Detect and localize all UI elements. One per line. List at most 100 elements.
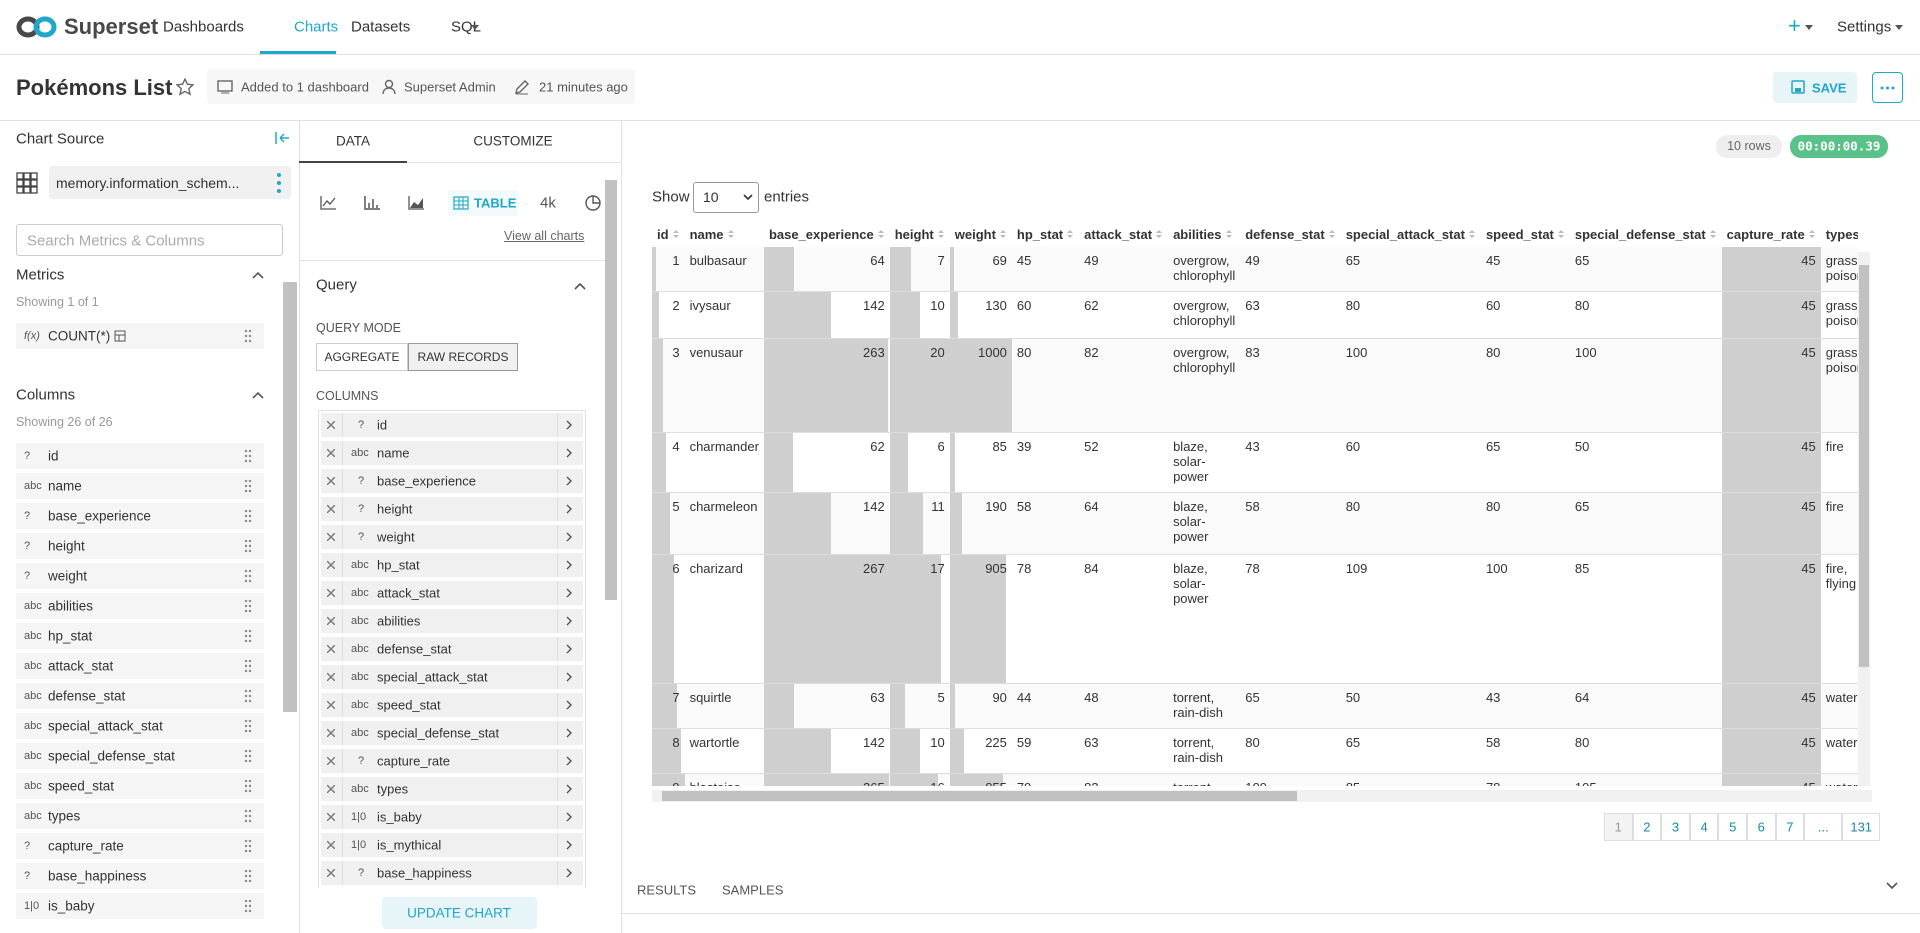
- results-tab[interactable]: RESULTS: [637, 882, 696, 898]
- save-label[interactable]: SAVE: [1812, 80, 1847, 96]
- remove-icon: [327, 673, 335, 681]
- remove-icon: [327, 561, 335, 569]
- query-mode-button[interactable]: [408, 343, 518, 371]
- page-button[interactable]: [1747, 813, 1776, 841]
- column-item[interactable]: [16, 653, 264, 679]
- column-header[interactable]: attack_stat: [1079, 225, 1168, 247]
- update-chart-button[interactable]: [382, 897, 537, 929]
- selected-column[interactable]: [321, 553, 583, 577]
- add-button[interactable]: +: [1788, 13, 1801, 38]
- page-button[interactable]: [1775, 813, 1805, 841]
- column-item[interactable]: [16, 593, 264, 619]
- caret: [1805, 25, 1813, 30]
- search-input[interactable]: [16, 224, 283, 256]
- selected-column[interactable]: [321, 413, 583, 437]
- column-item[interactable]: [16, 683, 264, 709]
- page-button[interactable]: [1661, 813, 1690, 841]
- column-item[interactable]: [16, 563, 264, 589]
- page-label[interactable]: 7: [1786, 819, 1794, 835]
- selected-column[interactable]: [321, 497, 583, 521]
- page-label[interactable]: 6: [1757, 819, 1765, 835]
- selected-column[interactable]: [321, 581, 583, 605]
- view-all-link[interactable]: View all charts: [504, 229, 585, 243]
- cell-text: 7: [672, 689, 680, 705]
- panel-tab[interactable]: DATA: [335, 133, 371, 149]
- column-header[interactable]: hp_stat: [1012, 225, 1079, 247]
- remove-icon: [327, 869, 335, 877]
- dataset-select[interactable]: [49, 166, 291, 199]
- nav-item[interactable]: Charts: [294, 18, 339, 36]
- column-header[interactable]: height: [890, 225, 950, 247]
- page-button[interactable]: [1842, 813, 1881, 841]
- nav-item[interactable]: Dashboards: [163, 18, 244, 36]
- column-item[interactable]: [16, 833, 264, 859]
- save-icon: [1791, 80, 1805, 94]
- column-item[interactable]: [16, 863, 264, 889]
- selected-column[interactable]: [321, 777, 583, 801]
- selected-column[interactable]: [321, 441, 583, 465]
- page-button[interactable]: [1804, 813, 1843, 841]
- table-cell: 20: [889, 338, 950, 433]
- selected-column[interactable]: [321, 861, 583, 885]
- page-button[interactable]: [1604, 813, 1633, 841]
- selected-column[interactable]: [321, 665, 583, 689]
- nav-item[interactable]: Datasets: [351, 18, 411, 36]
- page-label[interactable]: 5: [1729, 819, 1737, 835]
- cell-text: 100: [1574, 344, 1597, 360]
- selected-column[interactable]: [321, 637, 583, 661]
- column-item[interactable]: [16, 443, 264, 469]
- column-item[interactable]: [16, 503, 264, 529]
- selected-column[interactable]: [321, 833, 583, 857]
- selected-column[interactable]: [321, 805, 583, 829]
- column-header[interactable]: defense_stat: [1240, 225, 1340, 247]
- selected-column[interactable]: [321, 721, 583, 745]
- column-header[interactable]: id: [652, 225, 685, 247]
- cell-text: 6: [937, 438, 945, 454]
- viz-type[interactable]: 4k: [540, 194, 556, 212]
- column-header[interactable]: special_defense_stat: [1570, 225, 1722, 247]
- column-header[interactable]: weight: [950, 225, 1012, 247]
- page-size-select[interactable]: [693, 182, 759, 213]
- column-item[interactable]: [16, 473, 264, 499]
- column-item[interactable]: [16, 743, 264, 769]
- metric-item[interactable]: [16, 323, 264, 349]
- viz-type[interactable]: TABLE: [474, 195, 517, 211]
- column-header[interactable]: base_experience: [764, 225, 890, 247]
- page-label[interactable]: ...: [1817, 819, 1829, 835]
- page-label[interactable]: 3: [1671, 819, 1680, 835]
- column-item[interactable]: [16, 533, 264, 559]
- selected-column[interactable]: [321, 749, 583, 773]
- query-mode-label[interactable]: AGGREGATE: [324, 350, 400, 364]
- page-label[interactable]: 1: [1614, 819, 1622, 835]
- column-header[interactable]: types: [1821, 225, 1858, 247]
- selected-column[interactable]: [321, 609, 583, 633]
- column-header[interactable]: speed_stat: [1481, 225, 1570, 247]
- column-item[interactable]: [16, 803, 264, 829]
- column-header[interactable]: capture_rate: [1722, 225, 1821, 247]
- page-button[interactable]: [1718, 813, 1747, 841]
- page-label[interactable]: 131: [1850, 819, 1873, 835]
- selected-column[interactable]: [321, 693, 583, 717]
- panel-tab[interactable]: CUSTOMIZE: [473, 133, 553, 149]
- query-mode-label[interactable]: RAW RECORDS: [417, 350, 509, 364]
- column-header[interactable]: abilities: [1168, 225, 1240, 247]
- column-header[interactable]: special_attack_stat: [1341, 225, 1481, 247]
- column-item[interactable]: [16, 773, 264, 799]
- page-label[interactable]: 4: [1700, 819, 1708, 835]
- column-item[interactable]: [16, 623, 264, 649]
- selected-column[interactable]: [321, 525, 583, 549]
- column-item[interactable]: [16, 893, 264, 919]
- results-tab[interactable]: SAMPLES: [722, 882, 784, 898]
- query-mode-button[interactable]: [316, 343, 408, 371]
- nav-item[interactable]: SQL: [451, 18, 482, 36]
- save-button[interactable]: [1773, 72, 1857, 103]
- column-item[interactable]: [16, 713, 264, 739]
- settings-menu[interactable]: Settings: [1837, 18, 1892, 36]
- more-button[interactable]: [1872, 72, 1903, 103]
- column-header[interactable]: name: [685, 225, 764, 247]
- page-label[interactable]: 2: [1643, 819, 1651, 835]
- selected-column[interactable]: [321, 469, 583, 493]
- page-button[interactable]: [1632, 813, 1662, 841]
- page-button[interactable]: [1689, 813, 1719, 841]
- update-chart-label[interactable]: UPDATE CHART: [407, 905, 511, 921]
